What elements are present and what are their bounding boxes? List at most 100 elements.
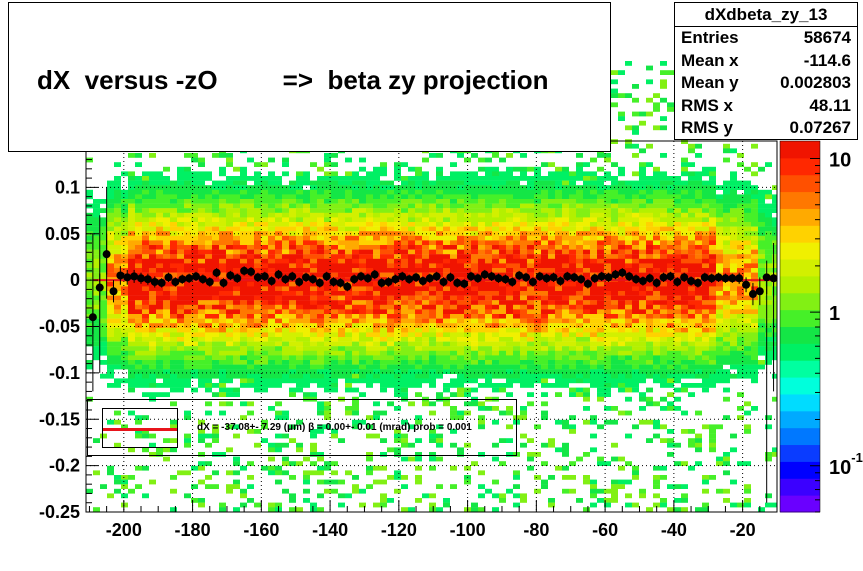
heat-cell (366, 189, 373, 195)
heat-cell (149, 360, 156, 365)
heat-cell (408, 364, 415, 370)
heat-cell (373, 314, 380, 319)
heat-cell (583, 369, 590, 374)
heat-cell (583, 258, 590, 264)
heat-cell (366, 235, 373, 241)
heat-cell (149, 180, 156, 186)
heat-cell (184, 281, 191, 287)
heat-cell (303, 364, 310, 370)
heat-cell (93, 263, 100, 269)
heat-cell (527, 378, 534, 384)
heat-cell (772, 208, 779, 213)
heat-cell (359, 364, 366, 370)
heat-cell (604, 291, 611, 296)
heat-cell (191, 309, 198, 315)
heat-cell (744, 364, 751, 370)
heat-cell (359, 249, 366, 255)
heat-cell (765, 327, 772, 333)
heat-cell (142, 286, 149, 292)
heat-cell (212, 383, 219, 388)
heat-cell (485, 286, 492, 292)
heat-cell (128, 153, 135, 158)
heat-cell (184, 323, 191, 328)
heat-cell (450, 346, 457, 351)
heat-cell (618, 217, 625, 223)
heat-cell (142, 272, 149, 278)
heat-cell (772, 314, 779, 319)
heat-cell (667, 254, 674, 259)
heat-cell (450, 355, 457, 361)
heat-cell (415, 203, 422, 209)
heat-cell (359, 369, 366, 374)
heat-cell (513, 341, 520, 347)
heat-cell (170, 337, 177, 342)
heat-cell (380, 373, 387, 379)
heat-cell (527, 355, 534, 361)
heat-cell (450, 203, 457, 209)
heat-cell (380, 314, 387, 319)
heat-cell (261, 194, 268, 200)
heat-cell (681, 327, 688, 333)
heat-cell (331, 249, 338, 255)
heat-cell (310, 327, 317, 333)
heat-cell (513, 258, 520, 264)
heat-cell (450, 240, 457, 246)
heat-cell (310, 300, 317, 305)
heat-cell (219, 383, 226, 388)
heat-cell (555, 208, 562, 213)
heat-cell (261, 245, 268, 250)
heat-cell (163, 350, 170, 356)
heat-cell (415, 208, 422, 213)
heat-cell (226, 194, 233, 200)
heat-cell (226, 208, 233, 213)
heat-cell (744, 304, 751, 310)
heat-cell (394, 203, 401, 209)
heat-cell (289, 291, 296, 296)
heat-cell (737, 254, 744, 259)
heat-cell (513, 291, 520, 296)
heat-cell (772, 300, 779, 305)
heat-cell (625, 258, 632, 264)
heat-cell (506, 318, 513, 324)
heat-cell (730, 222, 737, 227)
heat-cell (569, 222, 576, 227)
heat-cell (156, 176, 163, 181)
heat-cell (401, 231, 408, 236)
heat-cell (471, 189, 478, 195)
heat-cell (310, 249, 317, 255)
heat-cell (142, 249, 149, 255)
heat-cell (674, 364, 681, 370)
heat-cell (520, 314, 527, 319)
heat-cell (450, 185, 457, 190)
heat-cell (275, 254, 282, 259)
heat-cell (667, 263, 674, 269)
heat-cell (261, 364, 268, 370)
heat-cell (184, 212, 191, 218)
heat-cell (436, 194, 443, 200)
heat-cell (555, 286, 562, 292)
heat-cell (387, 337, 394, 342)
heat-cell (247, 378, 254, 384)
heat-cell (359, 304, 366, 310)
heat-cell (499, 300, 506, 305)
heat-cell (219, 373, 226, 379)
heat-cell (562, 249, 569, 255)
heat-cell (723, 291, 730, 296)
heat-cell (534, 231, 541, 236)
heat-cell (534, 364, 541, 370)
heat-cell (261, 180, 268, 186)
heat-cell (702, 226, 709, 232)
heat-cell (541, 314, 548, 319)
heat-cell (499, 346, 506, 351)
heat-cell (338, 332, 345, 338)
heat-cell (121, 355, 128, 361)
heat-cell (212, 245, 219, 250)
heat-cell (450, 332, 457, 338)
heat-cell (240, 314, 247, 319)
heat-cell (478, 203, 485, 209)
heat-cell (268, 189, 275, 195)
heat-cell (107, 208, 114, 213)
heat-cell (569, 231, 576, 236)
heat-cell (737, 203, 744, 209)
heat-cell (268, 291, 275, 296)
